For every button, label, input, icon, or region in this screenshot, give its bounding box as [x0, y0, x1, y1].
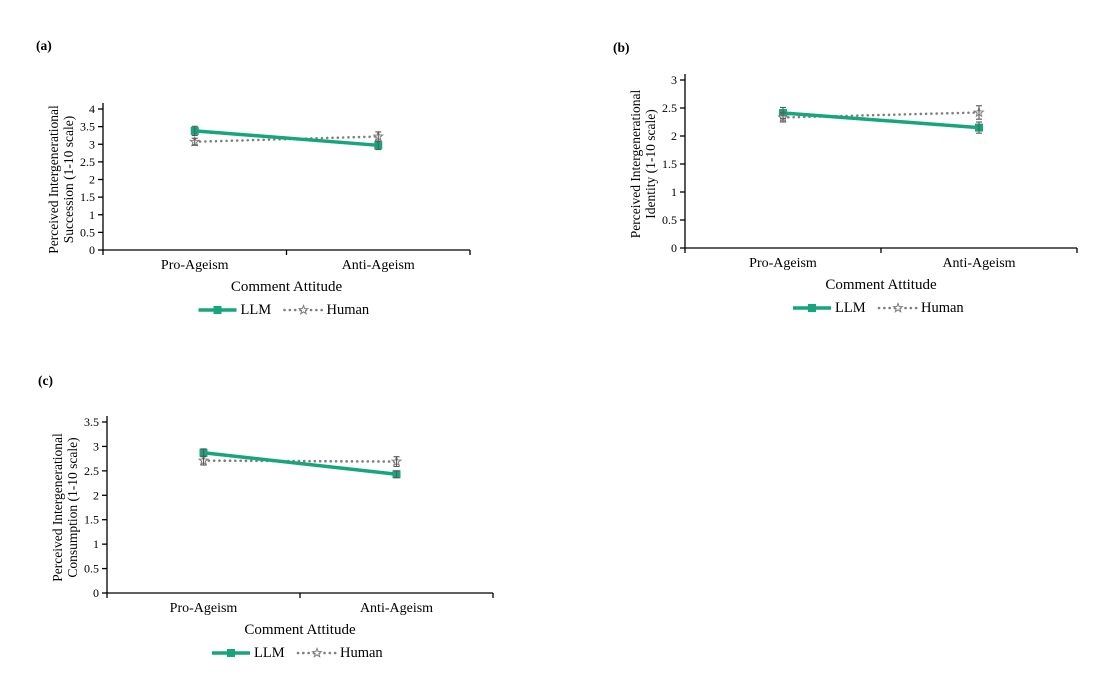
llm-line [194, 129, 379, 148]
y-tick-label: 1 [671, 185, 677, 199]
legend-human-label: Human [340, 645, 383, 661]
y-tick-label: 0.5 [662, 213, 677, 227]
legend-llm-marker [808, 304, 816, 312]
y-axis-title-line: Perceived Intergenerational [628, 89, 643, 238]
y-tick-label: 2.5 [84, 464, 99, 478]
panel-label-b: (b) [613, 40, 630, 55]
chart-succession: 0 0.5 1 1.5 2 2.5 3 3.5 4 Pro-Ageism Anti-Ageism Co… [46, 102, 471, 318]
legend-llm-label: LLM [254, 645, 285, 661]
y-tick-label: 2.5 [80, 155, 95, 169]
x-category-label: Anti-Ageism [342, 258, 415, 273]
x-axis-title: Comment Attitude [231, 279, 343, 295]
y-axis-title-line: Succession (1-10 scale) [61, 116, 76, 243]
y-axis-title-line: Perceived Intergenerational [46, 105, 61, 254]
panel-label-a: (a) [36, 38, 52, 53]
y-tick-label: 1.5 [80, 190, 95, 204]
x-category-label: Anti-Ageism [942, 256, 1015, 271]
y-tick-label: 0.5 [84, 562, 99, 576]
x-category-label: Pro-Ageism [170, 601, 238, 616]
y-tick-label: 2 [89, 173, 95, 187]
legend-llm-marker [213, 306, 222, 314]
y-tick-label: 3 [93, 439, 99, 453]
chart-identity: 0 0.5 1 1.5 2 2.5 3 Pro-Ageism Anti-Ageism Commen… [628, 73, 1078, 316]
y-tick-label: 0 [671, 241, 677, 255]
y-tick-label: 3 [89, 137, 95, 151]
legend: LLM Human [198, 302, 370, 318]
legend-human-marker [311, 646, 323, 658]
human-line [193, 135, 380, 144]
legend-human-marker [297, 303, 310, 315]
chart-consumption: 0 0.5 1 1.5 2 2.5 3 3.5 Pro-Ageism Anti-Ageism Com… [50, 415, 494, 661]
y-tick-label: 1.5 [84, 513, 99, 527]
x-category-label: Pro-Ageism [161, 258, 229, 273]
y-tick-label: 1 [93, 537, 99, 551]
legend-human-label: Human [327, 302, 370, 318]
y-tick-label: 4 [89, 102, 95, 116]
x-axis-title: Comment Attitude [825, 277, 937, 293]
human-line [202, 459, 398, 463]
y-tick-label: 1.5 [662, 157, 677, 171]
llm-line [203, 451, 397, 477]
y-axis-title-line: Consumption (1-10 scale) [65, 437, 80, 577]
y-tick-label: 2 [671, 129, 677, 143]
y-tick-label: 2.5 [662, 101, 677, 115]
y-tick-label: 1 [89, 208, 95, 222]
y-axis-title-line: Perceived Intergenerational [50, 433, 65, 582]
legend-llm-label: LLM [241, 302, 272, 318]
y-tick-label: 3.5 [84, 415, 99, 429]
legend: LLM Human [212, 645, 383, 661]
y-tick-label: 0 [93, 586, 99, 600]
y-tick-label: 0 [89, 243, 95, 257]
panel-label-c: (c) [38, 373, 53, 388]
x-axis-title: Comment Attitude [244, 622, 356, 638]
y-tick-label: 0.5 [80, 225, 95, 239]
legend: LLM Human [793, 300, 964, 316]
y-axis-title-line: Identity (1-10 scale) [643, 109, 658, 218]
y-tick-label: 3.5 [80, 120, 95, 134]
legend-human-marker [892, 301, 904, 313]
legend-llm-marker [227, 649, 235, 657]
llm-line [782, 111, 980, 130]
y-tick-label: 2 [93, 488, 99, 502]
x-category-label: Anti-Ageism [360, 601, 433, 616]
legend-llm-label: LLM [835, 300, 866, 316]
y-tick-label: 3 [671, 73, 677, 87]
legend-human-label: Human [921, 300, 964, 316]
x-category-label: Pro-Ageism [749, 256, 817, 271]
